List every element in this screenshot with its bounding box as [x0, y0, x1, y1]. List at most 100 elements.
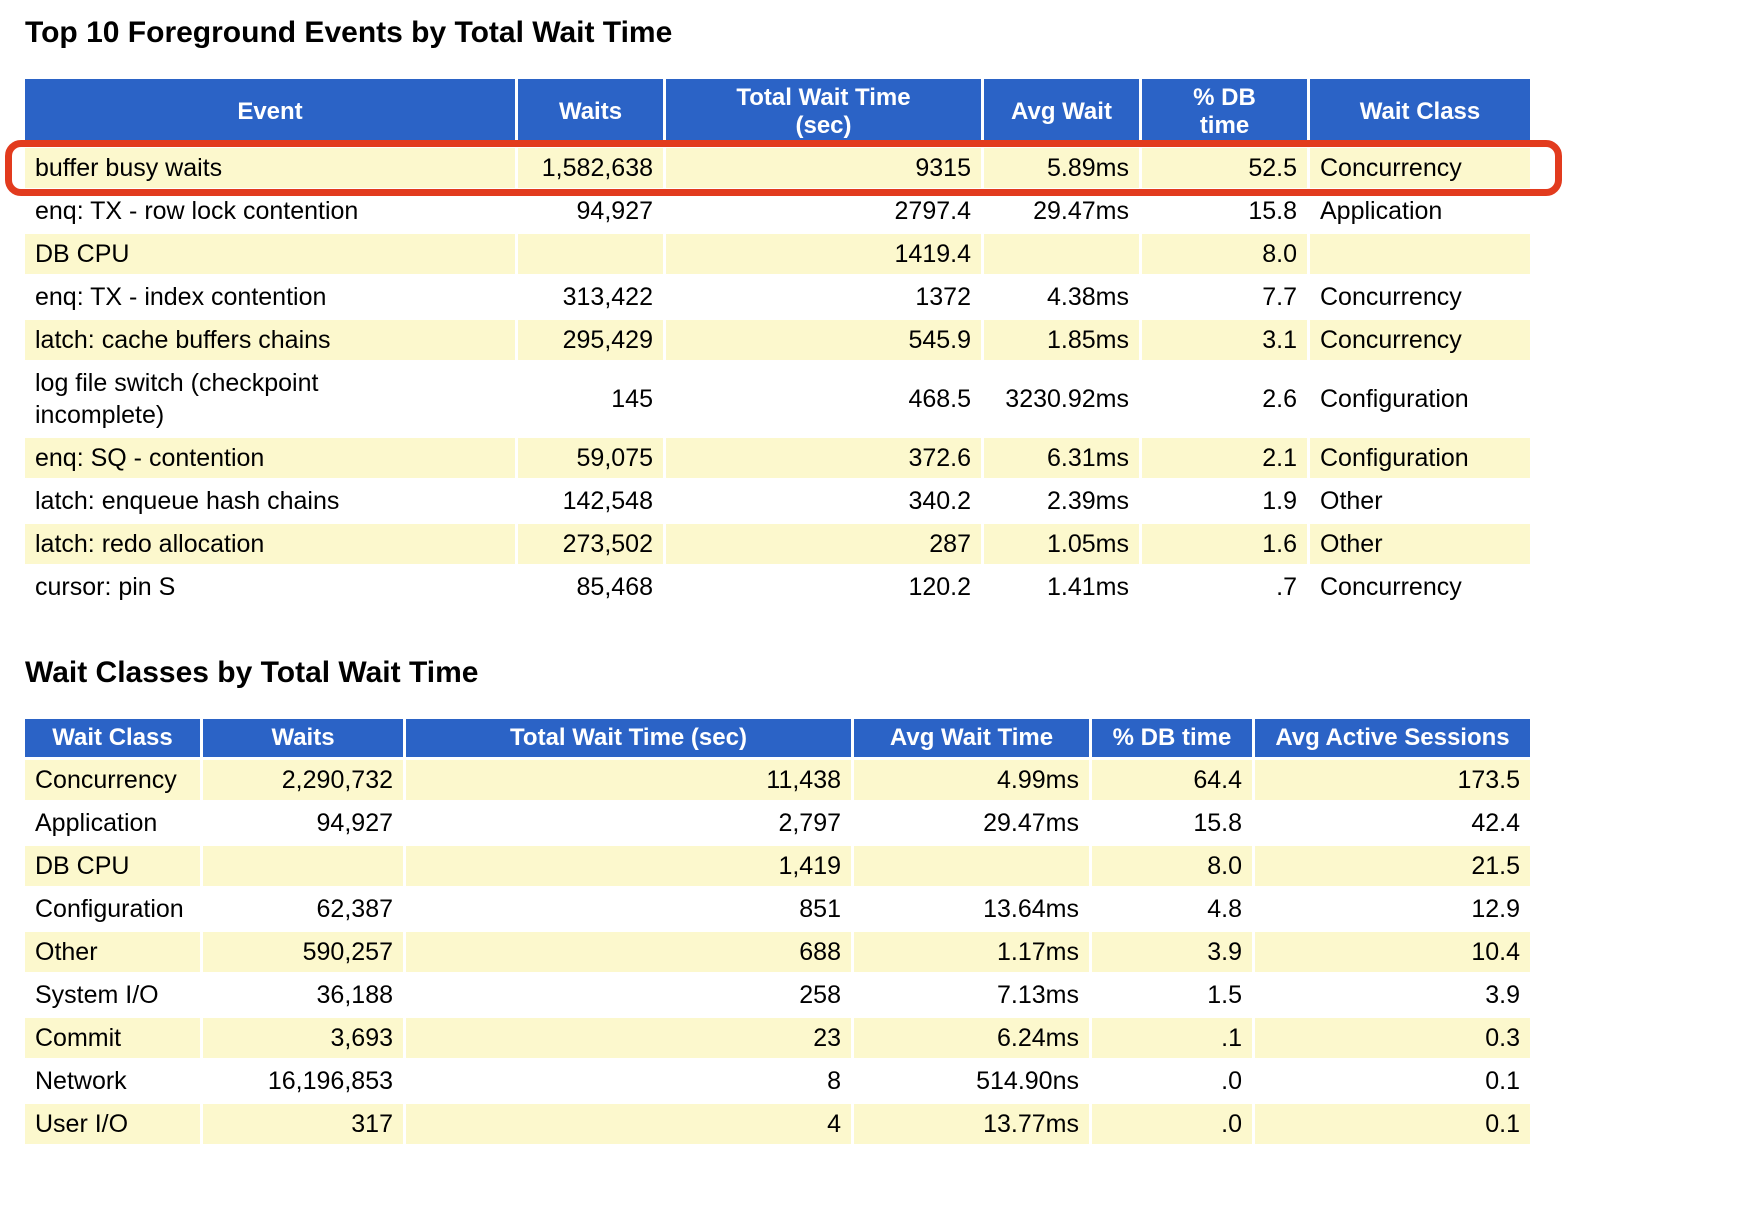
table-cell: Concurrency — [25, 760, 200, 800]
table-cell: 8 — [406, 1061, 851, 1101]
table-cell: DB CPU — [25, 234, 515, 274]
header-row: Event Waits Total Wait Time (sec) Avg Wait%… — [25, 79, 1530, 145]
table-cell: 62,387 — [203, 889, 403, 929]
column-header: Waits — [203, 719, 403, 757]
report-page: Top 10 Foreground Events by Total Wait T… — [5, 16, 1562, 1147]
table-cell: Concurrency — [1310, 148, 1530, 188]
table-cell: 3,693 — [203, 1018, 403, 1058]
table-cell: 0.3 — [1255, 1018, 1530, 1058]
table-cell: 85,468 — [518, 567, 663, 607]
table-cell: enq: TX - index contention — [25, 277, 515, 317]
table-cell: 173.5 — [1255, 760, 1530, 800]
table-cell: Concurrency — [1310, 277, 1530, 317]
table-cell: 1.17ms — [854, 932, 1089, 972]
table-cell: 94,927 — [518, 191, 663, 231]
table-row: Configuration 62,387 851 13.64ms 4.8 12.9 — [25, 889, 1530, 929]
table-cell: 372.6 — [666, 438, 981, 478]
table-cell: 287 — [666, 524, 981, 564]
column-header: Wait Class — [25, 719, 200, 757]
table-cell: Application — [1310, 191, 1530, 231]
table-cell: .1 — [1092, 1018, 1252, 1058]
table-cell: 5.89ms — [984, 148, 1139, 188]
table-row: latch: enqueue hash chains 142,548 340.2 2.… — [25, 481, 1530, 521]
table-cell: 1419.4 — [666, 234, 981, 274]
table-row: System I/O 36,188 258 7.13ms 1.5 3.9 — [25, 975, 1530, 1015]
table-cell: 1,582,638 — [518, 148, 663, 188]
table-cell: 313,422 — [518, 277, 663, 317]
column-header: Total Wait Time (sec) — [406, 719, 851, 757]
table-row: DB CPU 1419.4 8.0 — [25, 234, 1530, 274]
column-header: Event — [25, 79, 515, 145]
table-cell: 145 — [518, 363, 663, 435]
table-cell: 7.7 — [1142, 277, 1307, 317]
table-cell: .0 — [1092, 1104, 1252, 1144]
table-cell — [203, 846, 403, 886]
foreground-events-table-wrap: Event Waits Total Wait Time (sec) Avg Wait%… — [5, 76, 1562, 610]
table-row: Network 16,196,853 8 514.90ns .0 0.1 — [25, 1061, 1530, 1101]
table-row: cursor: pin S 85,468 120.2 1.41ms .7 Concurre… — [25, 567, 1530, 607]
column-header: Avg Wait — [984, 79, 1139, 145]
table-cell: 15.8 — [1092, 803, 1252, 843]
table-cell: 1.5 — [1092, 975, 1252, 1015]
table-cell: 0.1 — [1255, 1104, 1530, 1144]
table-cell: 2.39ms — [984, 481, 1139, 521]
table-cell: Other — [25, 932, 200, 972]
column-header: Avg Wait Time — [854, 719, 1089, 757]
table-cell — [1310, 234, 1530, 274]
table-cell: 3.1 — [1142, 320, 1307, 360]
table-cell: 52.5 — [1142, 148, 1307, 188]
table-cell: 1.6 — [1142, 524, 1307, 564]
table-cell: 59,075 — [518, 438, 663, 478]
column-header: % DB time — [1092, 719, 1252, 757]
table-cell: 7.13ms — [854, 975, 1089, 1015]
table-cell: Configuration — [1310, 363, 1530, 435]
table-cell: Concurrency — [1310, 567, 1530, 607]
table-cell: 4.99ms — [854, 760, 1089, 800]
table-cell: latch: enqueue hash chains — [25, 481, 515, 521]
table-row: enq: TX - index contention 313,422 1372 4.3… — [25, 277, 1530, 317]
wait-classes-table-wrap: Wait Class Waits Total Wait Time (sec) Avg … — [25, 716, 1530, 1147]
table-cell: 4.38ms — [984, 277, 1139, 317]
table-row: buffer busy waits 1,582,638 9315 5.89ms 52.5… — [25, 148, 1530, 188]
foreground-events-table: Event Waits Total Wait Time (sec) Avg Wait%… — [22, 76, 1533, 610]
table-cell: 545.9 — [666, 320, 981, 360]
table-cell: 29.47ms — [854, 803, 1089, 843]
table-cell: 64.4 — [1092, 760, 1252, 800]
table-row: Concurrency 2,290,732 11,438 4.99ms 64.4 173.… — [25, 760, 1530, 800]
table-cell: 4.8 — [1092, 889, 1252, 929]
table-row: enq: TX - row lock contention 94,927 2797.… — [25, 191, 1530, 231]
table-cell: .7 — [1142, 567, 1307, 607]
table-cell: 6.24ms — [854, 1018, 1089, 1058]
table-cell: 16,196,853 — [203, 1061, 403, 1101]
table-cell: 340.2 — [666, 481, 981, 521]
table-cell: 94,927 — [203, 803, 403, 843]
table-cell: enq: TX - row lock contention — [25, 191, 515, 231]
table-cell: buffer busy waits — [25, 148, 515, 188]
table-cell: 3.9 — [1092, 932, 1252, 972]
table-cell: 273,502 — [518, 524, 663, 564]
table-cell — [854, 846, 1089, 886]
table-row: DB CPU 1,419 8.0 21.5 — [25, 846, 1530, 886]
table-cell: 3.9 — [1255, 975, 1530, 1015]
table-cell: 2,797 — [406, 803, 851, 843]
table-cell: DB CPU — [25, 846, 200, 886]
column-header: Wait Class — [1310, 79, 1530, 145]
table-cell: Other — [1310, 481, 1530, 521]
table-cell: Concurrency — [1310, 320, 1530, 360]
table-cell: .0 — [1092, 1061, 1252, 1101]
table-cell: System I/O — [25, 975, 200, 1015]
table-cell: 8.0 — [1142, 234, 1307, 274]
table-cell: latch: redo allocation — [25, 524, 515, 564]
table-cell: Commit — [25, 1018, 200, 1058]
table-cell: 11,438 — [406, 760, 851, 800]
table-row: log file switch (checkpoint incomplete) 1… — [25, 363, 1530, 435]
table-cell: 1372 — [666, 277, 981, 317]
table-cell: 2,290,732 — [203, 760, 403, 800]
section-title-top-10-foreground-events: Top 10 Foreground Events by Total Wait T… — [25, 16, 673, 49]
table-cell: 1,419 — [406, 846, 851, 886]
table-cell: 2797.4 — [666, 191, 981, 231]
table-cell: 590,257 — [203, 932, 403, 972]
table-cell: 142,548 — [518, 481, 663, 521]
column-header: Waits — [518, 79, 663, 145]
table-row: latch: cache buffers chains 295,429 545.9 1… — [25, 320, 1530, 360]
